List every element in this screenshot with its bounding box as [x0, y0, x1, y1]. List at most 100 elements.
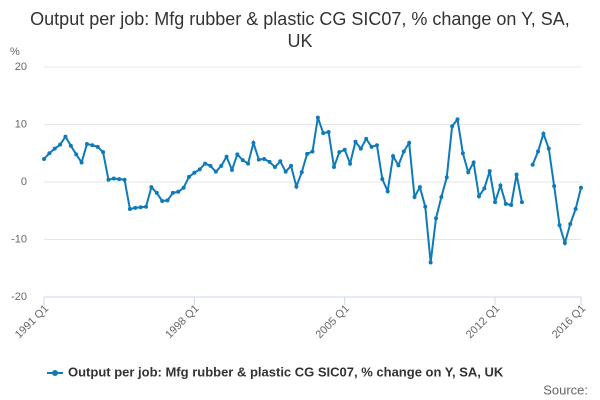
data-point [434, 216, 439, 221]
data-point [47, 151, 52, 156]
data-point [79, 160, 84, 165]
data-point [219, 163, 224, 168]
data-point [101, 150, 106, 155]
data-point [235, 152, 240, 157]
data-point [482, 186, 487, 191]
data-point [573, 207, 578, 212]
data-point [305, 151, 310, 156]
data-point [541, 131, 546, 136]
data-point [369, 144, 374, 149]
data-point [536, 149, 541, 154]
data-point [562, 240, 567, 245]
data-point [272, 165, 277, 170]
data-point [95, 144, 100, 149]
data-point [256, 157, 261, 162]
data-point [74, 152, 79, 157]
data-point [557, 223, 562, 228]
data-point [353, 139, 358, 144]
data-point [111, 176, 116, 181]
data-point [144, 204, 149, 209]
data-point [133, 205, 138, 210]
data-point [331, 165, 336, 170]
data-point [122, 177, 127, 182]
series-line [43, 116, 582, 263]
data-point [186, 174, 191, 179]
data-point [42, 157, 46, 161]
data-point [106, 177, 111, 182]
legend-label: Output per job: Mfg rubber & plastic CG … [68, 364, 504, 379]
data-point [439, 194, 444, 199]
data-point [154, 190, 159, 195]
data-point [417, 185, 422, 190]
data-point [310, 149, 315, 154]
data-point [530, 162, 535, 167]
x-tick-label: 2005 Q1 [314, 303, 352, 341]
x-tick-label: 2012 Q1 [464, 303, 502, 341]
data-point [358, 146, 363, 151]
data-point [455, 117, 460, 122]
data-point [342, 147, 347, 152]
data-point [396, 163, 401, 168]
y-axis-label: % [10, 46, 20, 58]
data-point [283, 169, 288, 174]
x-tick-label: 2016 Q1 [550, 303, 588, 341]
data-point [380, 177, 385, 182]
data-point [149, 185, 154, 190]
data-point [487, 169, 492, 174]
data-point [278, 159, 283, 164]
data-point [170, 190, 175, 195]
data-point [503, 201, 508, 206]
y-tick-label: 20 [15, 61, 27, 73]
x-tick-label: 1991 Q1 [13, 303, 51, 341]
data-point [203, 161, 208, 166]
data-point [176, 189, 181, 194]
data-point [58, 142, 63, 147]
chart-title: Output per job: Mfg rubber & plastic CG … [30, 9, 570, 51]
data-point [444, 175, 449, 180]
legend-symbol [52, 370, 58, 376]
data-point [519, 200, 524, 205]
data-point [299, 170, 304, 175]
data-point [294, 184, 299, 189]
y-tick-label: -10 [11, 233, 27, 245]
data-point [493, 200, 498, 205]
data-point [568, 221, 573, 226]
data-point [240, 158, 245, 163]
data-point [229, 167, 234, 172]
data-point [423, 204, 428, 209]
data-point [246, 161, 251, 166]
data-point [52, 146, 57, 151]
data-point [385, 189, 390, 194]
data-point [514, 172, 519, 177]
data-point [476, 194, 481, 199]
data-point [498, 183, 503, 188]
x-tick-label: 1998 Q1 [163, 303, 201, 341]
source: Source: [543, 382, 588, 397]
data-point [127, 207, 132, 212]
data-point [546, 146, 551, 151]
data-point [428, 260, 433, 265]
data-point [117, 177, 122, 182]
data-point [348, 161, 353, 166]
data-point [90, 143, 95, 148]
data-point [407, 140, 412, 145]
y-tick-label: -20 [11, 291, 27, 303]
data-point [165, 198, 170, 203]
data-point [224, 154, 229, 159]
data-point [197, 167, 202, 172]
data-point [552, 184, 557, 189]
data-point [84, 142, 89, 147]
data-point [471, 160, 476, 165]
data-point [412, 194, 417, 199]
data-point [579, 185, 583, 190]
data-point [364, 136, 369, 141]
data-point [251, 140, 256, 145]
data-point [213, 169, 218, 174]
data-point [315, 115, 320, 120]
data-point [321, 131, 326, 136]
data-point [160, 198, 165, 203]
data-point [337, 150, 342, 155]
data-point [450, 124, 455, 129]
